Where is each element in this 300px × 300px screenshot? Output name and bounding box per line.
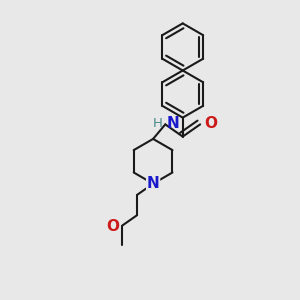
Text: O: O: [107, 219, 120, 234]
Text: N: N: [147, 176, 160, 191]
Text: H: H: [153, 117, 163, 130]
Text: N: N: [167, 116, 179, 131]
Text: O: O: [204, 116, 218, 131]
